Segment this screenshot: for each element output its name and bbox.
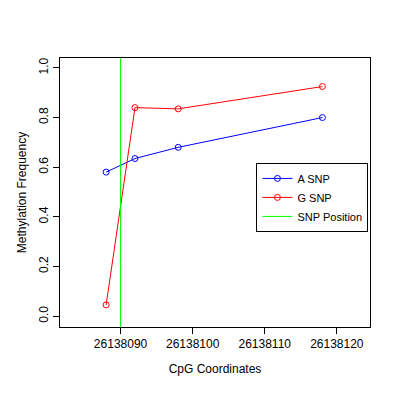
svg-text:Methylation Frequency: Methylation Frequency [15, 132, 29, 253]
svg-text:0.4: 0.4 [37, 206, 51, 223]
svg-text:G SNP: G SNP [297, 192, 331, 204]
svg-text:1.0: 1.0 [37, 57, 51, 74]
svg-text:SNP Position: SNP Position [297, 211, 362, 223]
svg-text:CpG Coordinates: CpG Coordinates [169, 362, 262, 376]
svg-text:26138100: 26138100 [166, 337, 220, 351]
svg-text:0.0: 0.0 [37, 306, 51, 323]
svg-text:0.8: 0.8 [37, 107, 51, 124]
svg-text:26138090: 26138090 [94, 337, 148, 351]
svg-text:26138110: 26138110 [238, 337, 291, 351]
svg-text:A SNP: A SNP [297, 173, 329, 185]
svg-text:26138120: 26138120 [310, 337, 364, 351]
svg-text:0.6: 0.6 [37, 157, 51, 174]
svg-text:0.2: 0.2 [37, 256, 51, 273]
